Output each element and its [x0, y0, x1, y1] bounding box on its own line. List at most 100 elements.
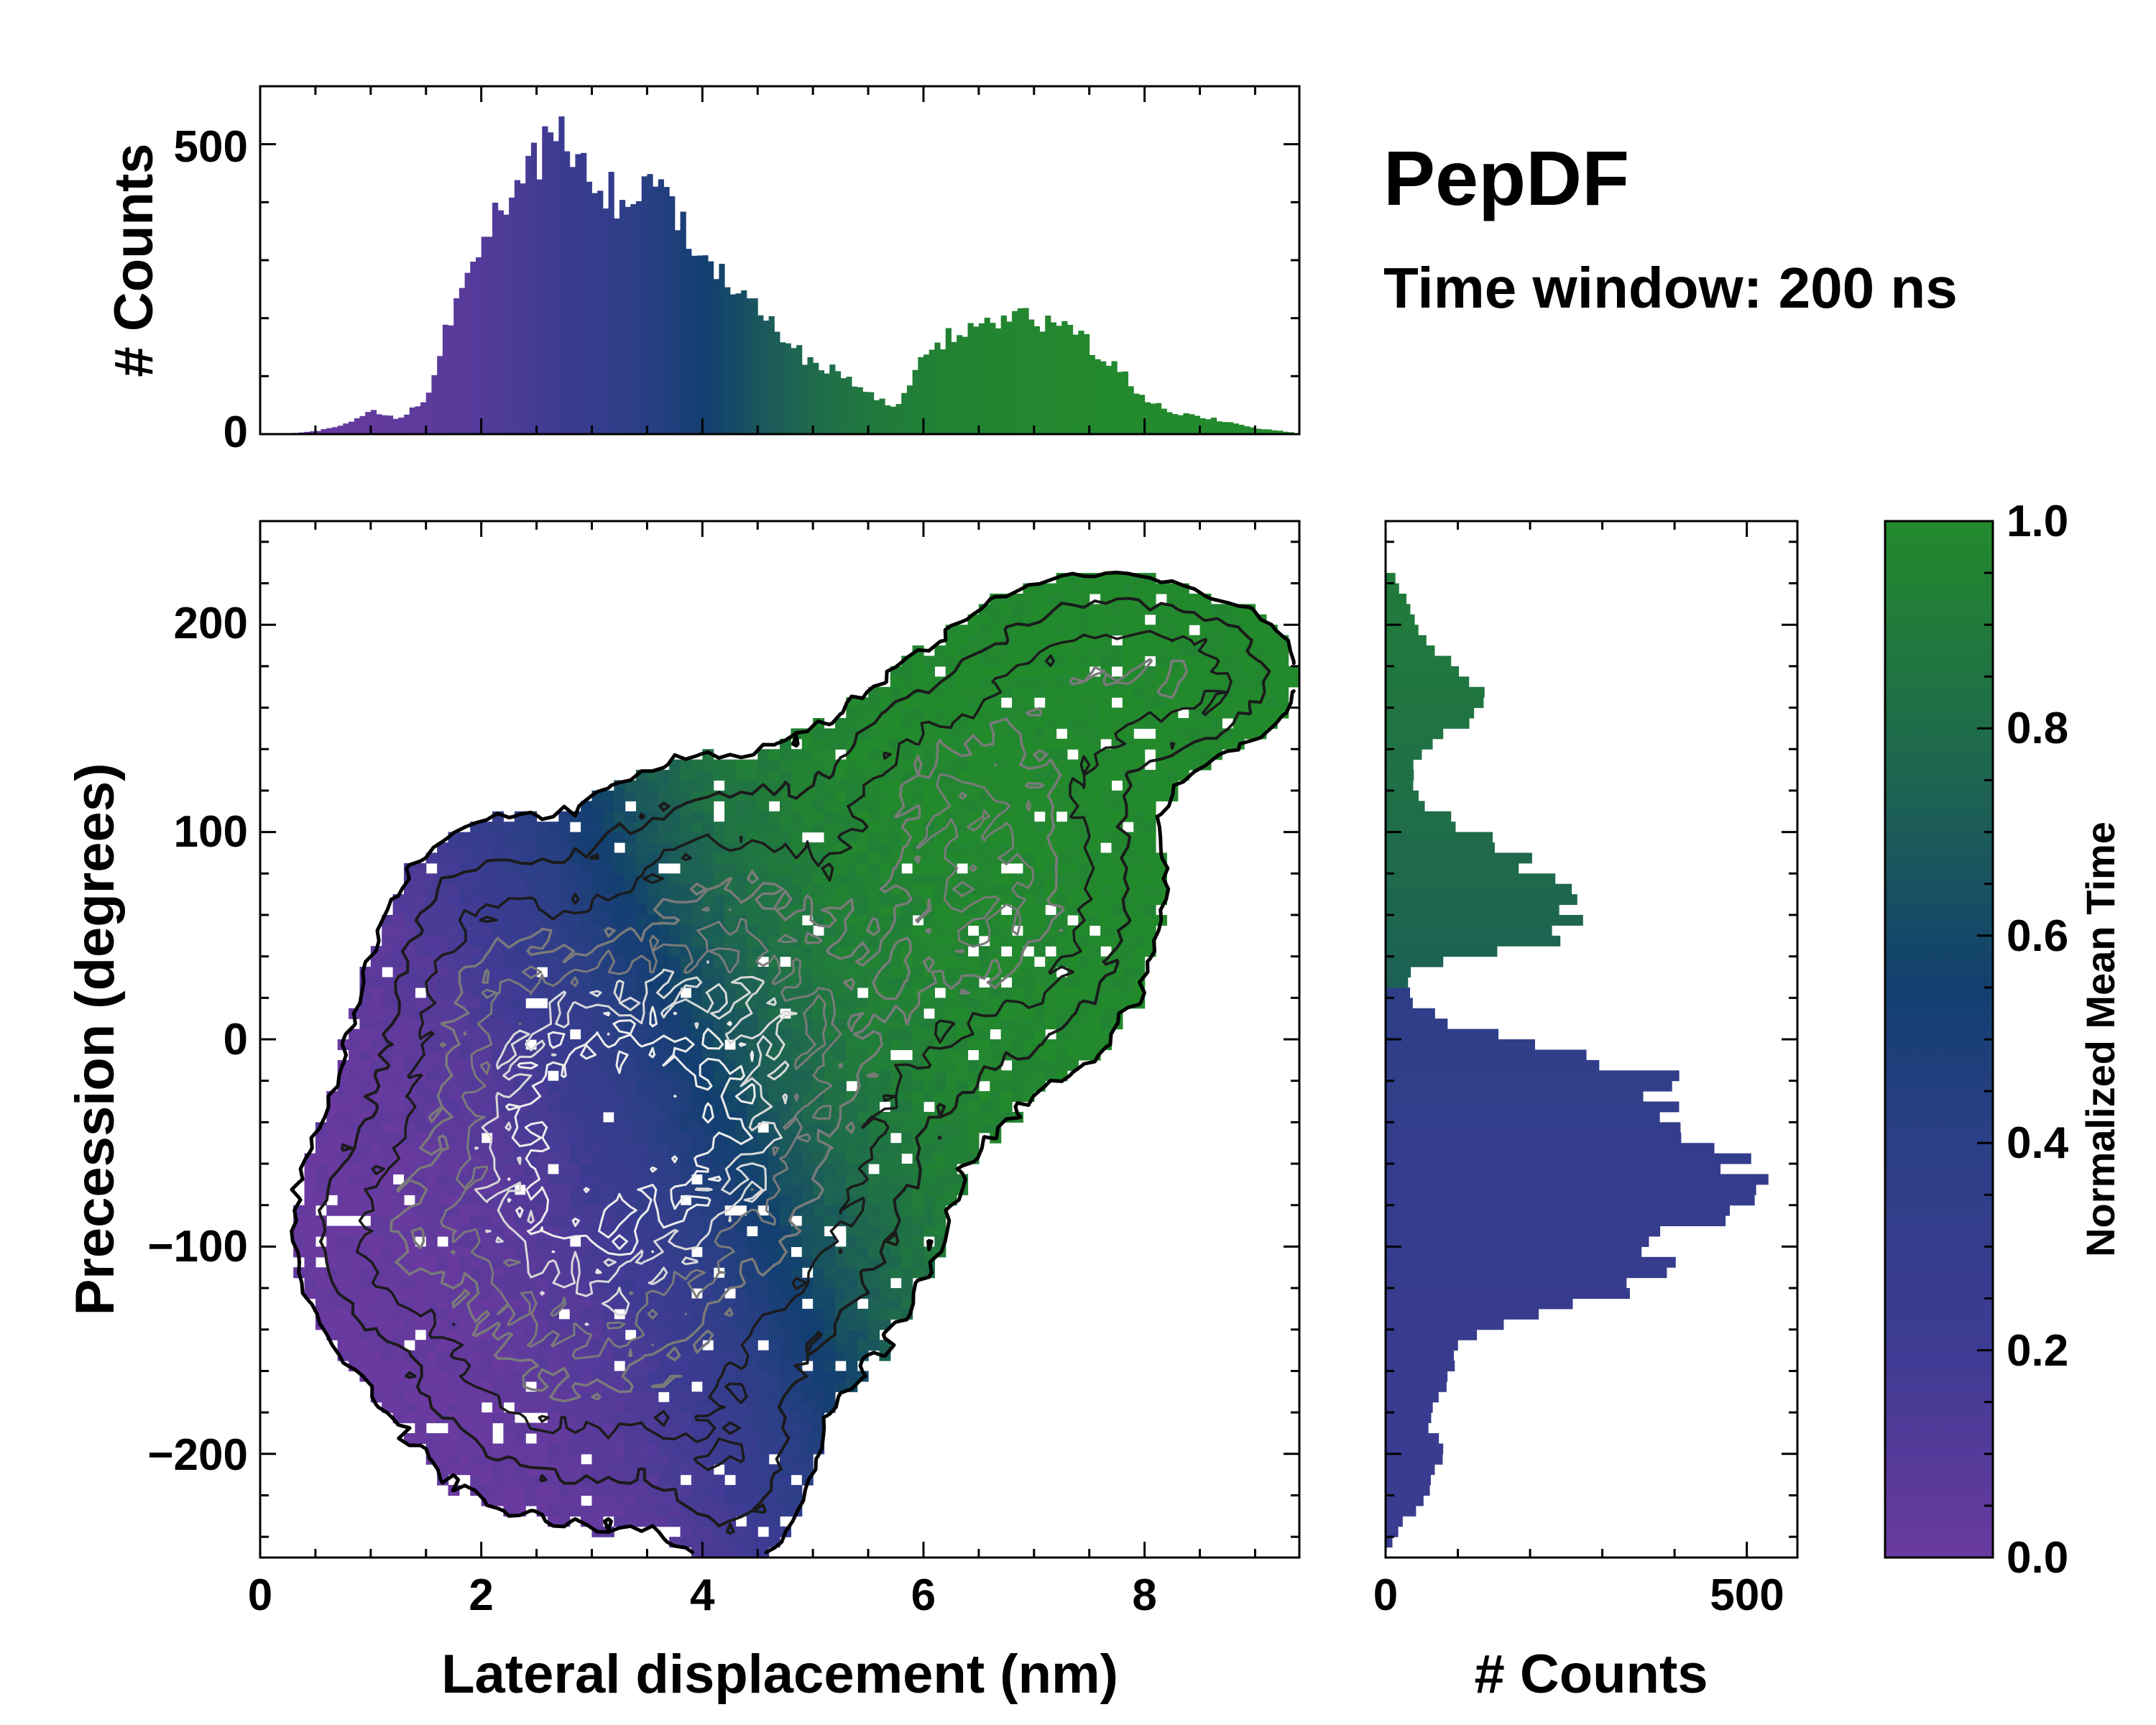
- heatmap-cell: [879, 738, 891, 750]
- heatmap-cell: [492, 842, 505, 854]
- heatmap-cell: [724, 1049, 737, 1061]
- heatmap-cell: [658, 925, 670, 937]
- heatmap-cell: [768, 1371, 780, 1382]
- heatmap-cell: [1067, 625, 1079, 636]
- heatmap-cell: [890, 1153, 902, 1164]
- heatmap-cell: [481, 1361, 493, 1372]
- heatmap-cell: [1012, 780, 1024, 791]
- heatmap-cell: [547, 1153, 559, 1164]
- heatmap-cell: [658, 1422, 670, 1434]
- top-histogram-bar: [1105, 365, 1112, 434]
- heatmap-cell: [857, 852, 869, 864]
- top-histogram-bar: [995, 328, 1002, 434]
- heatmap-cell: [680, 1298, 692, 1310]
- heatmap-cell: [791, 1392, 803, 1403]
- heatmap-cell: [868, 1184, 880, 1195]
- heatmap-cell: [713, 1080, 725, 1092]
- heatmap-cell: [591, 862, 604, 874]
- heatmap-cell: [669, 1153, 681, 1164]
- heatmap-cell: [647, 1412, 659, 1424]
- top-histogram-bar: [1194, 415, 1201, 434]
- heatmap-cell: [1056, 645, 1068, 657]
- heatmap-cell: [470, 1422, 482, 1434]
- top-histogram-bar: [1006, 321, 1013, 434]
- heatmap-cell: [879, 780, 891, 791]
- top-histogram-bar: [824, 373, 830, 434]
- heatmap-cell: [1045, 738, 1057, 750]
- plot-title: PepDF: [1383, 134, 1629, 221]
- heatmap-cell: [680, 780, 692, 791]
- heatmap-cell: [470, 1008, 482, 1019]
- heatmap-cell: [1023, 977, 1035, 988]
- heatmap-cell: [415, 1412, 427, 1424]
- heatmap-cell: [481, 1236, 493, 1247]
- heatmap-cell: [1067, 759, 1079, 770]
- heatmap-cell: [978, 1008, 990, 1019]
- heatmap-cell: [569, 873, 581, 885]
- heatmap-cell: [403, 1008, 415, 1019]
- heatmap-cell: [1067, 707, 1079, 719]
- top-histogram-bar: [564, 151, 571, 434]
- heatmap-cell: [1111, 759, 1123, 770]
- heatmap-cell: [581, 1350, 593, 1361]
- heatmap-cell: [768, 925, 780, 937]
- heatmap-cell: [1033, 1008, 1046, 1019]
- heatmap-cell: [912, 790, 924, 801]
- heatmap-cell: [625, 1195, 637, 1206]
- top-histogram-bar: [1271, 430, 1278, 434]
- heatmap-cell: [591, 1184, 604, 1195]
- heatmap-cell: [768, 1091, 780, 1103]
- heatmap-cell: [448, 1153, 460, 1164]
- heatmap-cell: [780, 1464, 791, 1476]
- heatmap-cell: [392, 1049, 405, 1061]
- heatmap-cell: [680, 1422, 692, 1434]
- heatmap-cell: [813, 1205, 825, 1216]
- heatmap-cell: [735, 1164, 747, 1175]
- heatmap-cell: [1111, 686, 1123, 698]
- heatmap-cell: [1067, 1049, 1079, 1061]
- heatmap-cell: [625, 1453, 637, 1465]
- heatmap-cell: [382, 1350, 394, 1361]
- heatmap-cell: [481, 1392, 493, 1403]
- heatmap-cell: [558, 1319, 571, 1330]
- heatmap-cell: [967, 697, 980, 709]
- heatmap-cell: [669, 1111, 681, 1123]
- heatmap-cell: [901, 1101, 913, 1113]
- heatmap-cell: [382, 1205, 394, 1216]
- heatmap-cell: [470, 987, 482, 998]
- heatmap-cell: [680, 1443, 692, 1455]
- heatmap-cell: [591, 1371, 604, 1382]
- heatmap-cell: [569, 1371, 581, 1382]
- heatmap-cell: [890, 1174, 902, 1185]
- heatmap-cell: [1122, 977, 1134, 988]
- heatmap-cell: [536, 987, 548, 998]
- heatmap-cell: [1067, 873, 1079, 885]
- heatmap-cell: [470, 998, 482, 1009]
- top-histogram-bar: [763, 321, 770, 434]
- heatmap-cell: [403, 1329, 415, 1340]
- heatmap-cell: [382, 977, 394, 988]
- heatmap-cell: [581, 1164, 593, 1175]
- heatmap-cell: [481, 1371, 493, 1382]
- heatmap-cell: [547, 1184, 559, 1195]
- heatmap-cell: [801, 1049, 814, 1061]
- heatmap-cell: [1023, 956, 1035, 967]
- heatmap-cell: [957, 686, 969, 698]
- heatmap-cell: [448, 1308, 460, 1320]
- heatmap-cell: [813, 894, 825, 906]
- heatmap-cell: [780, 1049, 791, 1061]
- heatmap-cell: [957, 1101, 969, 1113]
- heatmap-cell: [459, 1205, 471, 1216]
- top-histogram-bar: [536, 179, 543, 434]
- heatmap-cell: [625, 1277, 637, 1289]
- heatmap-cell: [658, 1464, 670, 1476]
- heatmap-cell: [824, 1319, 836, 1330]
- heatmap-cell: [735, 1547, 747, 1558]
- top-histogram-bar: [696, 255, 703, 434]
- heatmap-cell: [581, 1267, 593, 1279]
- heatmap-cell: [591, 1080, 604, 1092]
- heatmap-cell: [868, 1246, 880, 1258]
- heatmap-cell: [536, 862, 548, 874]
- heatmap-cell: [857, 1319, 869, 1330]
- heatmap-cell: [791, 1267, 803, 1279]
